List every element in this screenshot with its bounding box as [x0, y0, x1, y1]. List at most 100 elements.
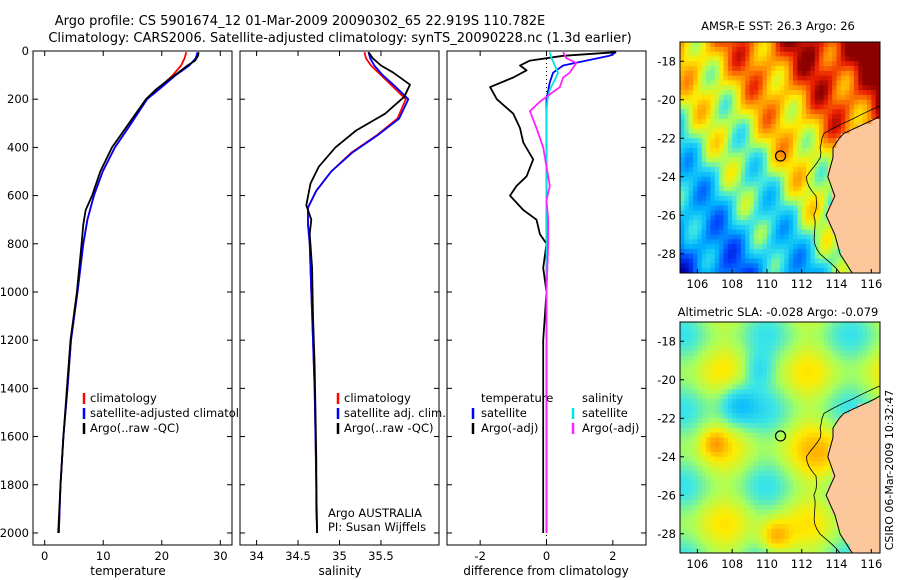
map-cell — [697, 485, 703, 492]
map-cell — [710, 56, 716, 62]
map-cell — [784, 355, 790, 362]
map-cell — [758, 46, 764, 53]
map-cell — [723, 229, 729, 236]
land-cell — [845, 528, 851, 535]
map-cell — [775, 432, 781, 439]
map-cell — [732, 94, 738, 101]
map-cell — [858, 90, 864, 96]
map-cell — [771, 181, 777, 187]
map-cell — [780, 384, 785, 390]
map-cell — [710, 399, 716, 405]
legend-argo-label: Argo(..raw -QC) — [344, 421, 434, 435]
map-cell — [758, 234, 764, 240]
map-cell — [853, 109, 859, 115]
map-cell — [784, 66, 790, 72]
map-cell — [810, 196, 816, 202]
map-cell — [753, 80, 759, 86]
map-cell — [714, 514, 720, 520]
map-cell — [758, 215, 764, 221]
map-cell — [701, 360, 707, 366]
land-cell — [832, 157, 838, 163]
map-cell — [766, 147, 772, 154]
map-cell — [719, 75, 725, 82]
map-cell — [758, 162, 764, 168]
map-cell — [706, 85, 712, 91]
land-cell — [871, 543, 877, 549]
land-cell — [871, 128, 877, 135]
land-cell — [875, 157, 880, 163]
map-cell — [758, 374, 764, 381]
land-cell — [875, 538, 880, 544]
map-cell — [745, 490, 751, 496]
land-cell — [853, 524, 859, 530]
map-cell — [827, 200, 833, 207]
land-cell — [845, 157, 851, 163]
map-cell — [780, 147, 785, 154]
map-cell — [740, 495, 746, 501]
map-cell — [710, 152, 716, 159]
map-cell — [762, 485, 768, 492]
difference-legend: temperature satellite Argo(-adj) salinit… — [471, 391, 639, 435]
map-cell — [797, 350, 803, 357]
map-cell — [840, 66, 846, 72]
map-cell — [853, 403, 859, 410]
map-cell — [740, 394, 746, 400]
map-cell — [688, 263, 694, 269]
map-cell — [793, 268, 798, 273]
map-cell — [727, 374, 733, 381]
map-cell — [740, 399, 746, 405]
map-cell — [819, 196, 825, 202]
map-cell — [793, 495, 798, 501]
map-cell — [701, 389, 707, 395]
map-cell — [736, 152, 742, 159]
map-cell — [684, 200, 690, 207]
map-cell — [827, 524, 833, 530]
land-cell — [875, 471, 880, 477]
land-cell — [858, 263, 864, 269]
map-cell — [823, 143, 829, 149]
map-cell — [740, 519, 746, 525]
map-cell — [775, 147, 781, 154]
map-cell — [819, 244, 825, 250]
land-cell — [836, 176, 842, 183]
map-cell — [780, 253, 785, 260]
map-cell — [727, 466, 733, 472]
map-cell — [784, 350, 790, 357]
map-cell — [819, 152, 825, 159]
map-cell — [745, 471, 751, 477]
map-cell — [849, 75, 855, 82]
map-x-tick-label: 116 — [860, 277, 882, 291]
map-cell — [775, 234, 781, 240]
map-cell — [858, 322, 864, 328]
map-cell — [806, 224, 812, 231]
map-cell — [771, 355, 777, 362]
map-cell — [836, 379, 842, 386]
map-cell — [827, 56, 833, 62]
map-cell — [680, 500, 685, 506]
map-cell — [740, 191, 746, 197]
map-cell — [801, 119, 807, 125]
map-cell — [793, 403, 798, 410]
map-cell — [701, 239, 707, 245]
map-cell — [810, 336, 816, 342]
map-cell — [780, 476, 785, 482]
map-cell — [797, 423, 803, 429]
map-cell — [793, 42, 798, 48]
land-cell — [836, 495, 842, 501]
map-cell — [758, 341, 764, 347]
land-cell — [849, 495, 855, 501]
map-cell — [758, 399, 764, 405]
map-cell — [762, 109, 768, 115]
map-cell — [780, 548, 785, 553]
map-cell — [814, 437, 820, 443]
map-cell — [814, 379, 820, 386]
land-cell — [858, 215, 864, 221]
map-cell — [775, 504, 781, 511]
map-cell — [684, 196, 690, 202]
map-cell — [823, 253, 829, 260]
land-cell — [853, 480, 859, 487]
map-cell — [797, 336, 803, 342]
map-cell — [788, 418, 794, 424]
map-cell — [814, 75, 820, 82]
map-cell — [775, 162, 781, 168]
